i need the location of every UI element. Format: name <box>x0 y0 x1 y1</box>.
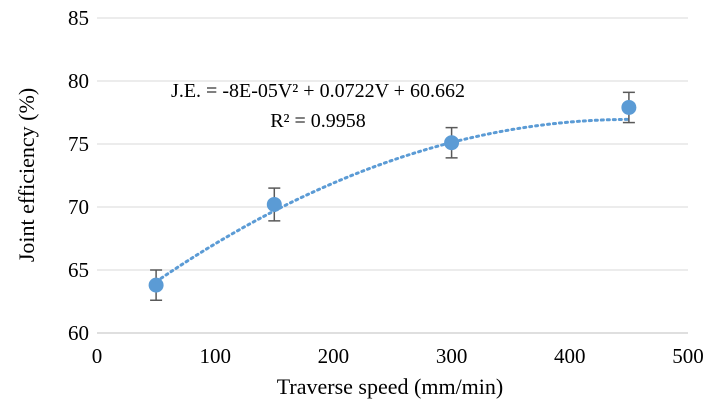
data-point-2 <box>444 135 460 151</box>
x-tick-label-200: 200 <box>318 344 350 368</box>
y-tick-label-80: 80 <box>68 69 89 93</box>
y-tick-label-70: 70 <box>68 195 89 219</box>
x-tick-label-500: 500 <box>672 344 704 368</box>
trendline-equation: J.E. = -8E-05V² + 0.0722V + 60.662 <box>171 80 465 102</box>
x-axis-title: Traverse speed (mm/min) <box>277 374 503 399</box>
x-tick-label-300: 300 <box>436 344 468 368</box>
y-tick-label-85: 85 <box>68 6 89 30</box>
data-point-0 <box>148 277 164 293</box>
trendline <box>154 117 631 284</box>
data-point-3 <box>621 99 637 115</box>
trendline-layer <box>154 117 631 284</box>
x-tick-label-0: 0 <box>92 344 103 368</box>
data-point-1 <box>266 196 282 212</box>
x-tick-label-400: 400 <box>554 344 586 368</box>
y-tick-label-60: 60 <box>68 321 89 345</box>
tick-labels: 60 65 70 75 80 85 0 100 200 300 400 500 <box>68 6 704 368</box>
y-tick-label-75: 75 <box>68 132 89 156</box>
gridlines <box>97 17 688 271</box>
y-axis-title: Joint efficiency (%) <box>14 88 39 262</box>
y-tick-label-65: 65 <box>68 258 89 282</box>
r-squared-label: R² = 0.9958 <box>270 110 366 132</box>
data-points <box>148 99 637 293</box>
x-tick-label-100: 100 <box>199 344 231 368</box>
